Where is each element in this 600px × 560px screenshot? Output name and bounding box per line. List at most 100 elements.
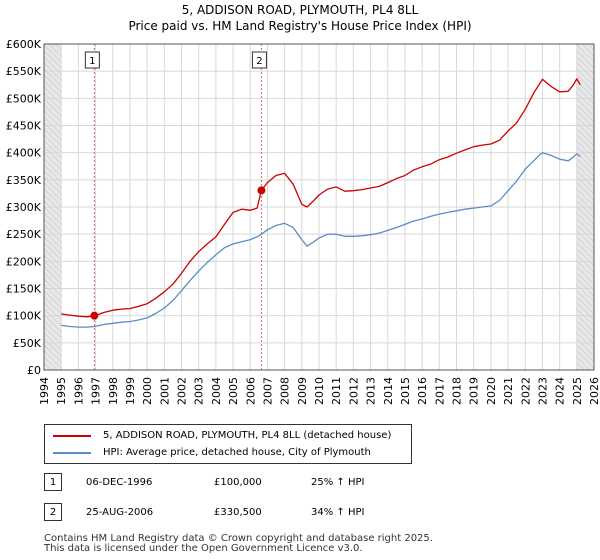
hatch-line (576, 140, 595, 159)
hatch-line (576, 266, 595, 285)
hatch-line (43, 278, 62, 297)
hatch-line (43, 218, 62, 237)
hatch-line (43, 302, 62, 321)
x-tick-label: 2002 (176, 377, 189, 405)
hatch-line (43, 44, 62, 63)
x-tick-label: 2018 (451, 377, 464, 405)
x-tick-label: 2015 (399, 377, 412, 405)
y-tick-label: £0 (27, 364, 41, 377)
hatch-line (576, 56, 595, 75)
hatch-line (43, 86, 62, 105)
x-tick-label: 2007 (261, 377, 274, 405)
hatch-line (576, 344, 595, 363)
hatch-line (576, 242, 595, 261)
hatch-line (576, 146, 595, 165)
legend: 5, ADDISON ROAD, PLYMOUTH, PL4 8LL (deta… (44, 424, 412, 464)
hatch-line (576, 104, 595, 123)
hatch-line (576, 290, 595, 309)
x-tick-label: 2004 (210, 377, 223, 405)
hatch-line (576, 332, 595, 351)
hatch-line (576, 212, 595, 231)
legend-swatch-blue (53, 452, 91, 454)
hatch-line (43, 350, 62, 369)
x-tick-label: 1997 (90, 377, 103, 405)
hatch-line (576, 326, 595, 345)
hatch-line (43, 128, 62, 147)
hatch-line (576, 260, 595, 279)
x-tick-label: 2006 (244, 377, 257, 405)
x-tick-label: 2026 (588, 377, 600, 405)
hatch-line (43, 296, 62, 315)
y-tick-label: £200K (6, 255, 42, 268)
hatch-line (43, 332, 62, 351)
y-tick-label: £500K (6, 92, 42, 105)
series-line-hpi (61, 152, 581, 328)
purchase-marker-box (251, 51, 267, 69)
y-tick-label: £250K (6, 228, 42, 241)
footer-licence: This data is licensed under the Open Gov… (44, 543, 363, 554)
hatch-line (576, 110, 595, 129)
hatch-line (43, 50, 62, 69)
x-tick-label: 2003 (193, 377, 206, 405)
hatch-line (43, 140, 62, 159)
hatch-line (43, 80, 62, 99)
chart-title: 5, ADDISON ROAD, PLYMOUTH, PL4 8LL (181, 3, 419, 17)
hatch-line (576, 50, 595, 69)
hatch-line (43, 320, 62, 339)
x-tick-label: 2000 (141, 377, 154, 405)
hatch-line (43, 134, 62, 153)
x-tick-label: 2001 (158, 377, 171, 405)
hatch-line (43, 104, 62, 123)
chart-subtitle: Price paid vs. HM Land Registry's House … (128, 19, 472, 33)
y-tick-label: £100K (6, 310, 42, 323)
x-tick-label: 2014 (382, 377, 395, 405)
price-chart: 1 2 £0 £50K £100K £150K £200K £250K £300K £350K £4… (6, 38, 600, 405)
transaction-price: £100,000 (214, 477, 262, 488)
legend-label-property: 5, ADDISON ROAD, PLYMOUTH, PL4 8LL (deta… (103, 430, 392, 441)
hatch-line (43, 176, 62, 195)
hatch-line (587, 43, 595, 51)
hatch-line (576, 170, 595, 189)
x-tick-label: 2013 (365, 377, 378, 405)
series-line-property (61, 78, 581, 318)
x-tick-label: 1994 (38, 377, 51, 405)
x-tick-label: 1995 (55, 377, 68, 405)
plot-border (43, 43, 595, 371)
hatch-line (43, 260, 62, 279)
hatch-line (576, 278, 595, 297)
transaction-hpi-change: 34% ↑ HPI (311, 507, 365, 518)
y-tick-label: £400K (6, 147, 42, 160)
hatch-line (43, 224, 62, 243)
hatch-line (576, 218, 595, 237)
hatch-line (43, 200, 62, 219)
hatch-line (43, 236, 62, 255)
y-tick-label: £150K (6, 283, 42, 296)
x-tick-label: 2024 (554, 377, 567, 405)
x-tick-label: 2022 (519, 377, 532, 405)
hatch-line (43, 170, 62, 189)
x-tick-label: 2021 (502, 377, 515, 405)
x-tick-label: 2010 (313, 377, 326, 405)
hatch-line (576, 206, 595, 225)
hatch-line (576, 296, 595, 315)
y-tick-label: £300K (6, 201, 42, 214)
transaction-hpi-change: 25% ↑ HPI (311, 477, 365, 488)
x-tick-label: 1996 (72, 377, 85, 405)
x-tick-label: 2020 (485, 377, 498, 405)
hatch-line (576, 74, 595, 93)
hatch-line (43, 308, 62, 327)
hatch-line (576, 308, 595, 327)
hatch-line (43, 254, 62, 273)
hatch-line (576, 86, 595, 105)
hatch-line (43, 230, 62, 249)
x-tick-label: 1998 (107, 377, 120, 405)
hatch-line (576, 116, 595, 135)
hatch-line (43, 212, 62, 231)
hatch-line (576, 128, 595, 147)
hatch-line (576, 236, 595, 255)
hatch-line (43, 164, 62, 183)
hatch-line (43, 362, 52, 371)
hatch-line (43, 344, 62, 363)
x-tick-label: 2023 (536, 377, 549, 405)
transaction-price: £330,500 (214, 507, 262, 518)
